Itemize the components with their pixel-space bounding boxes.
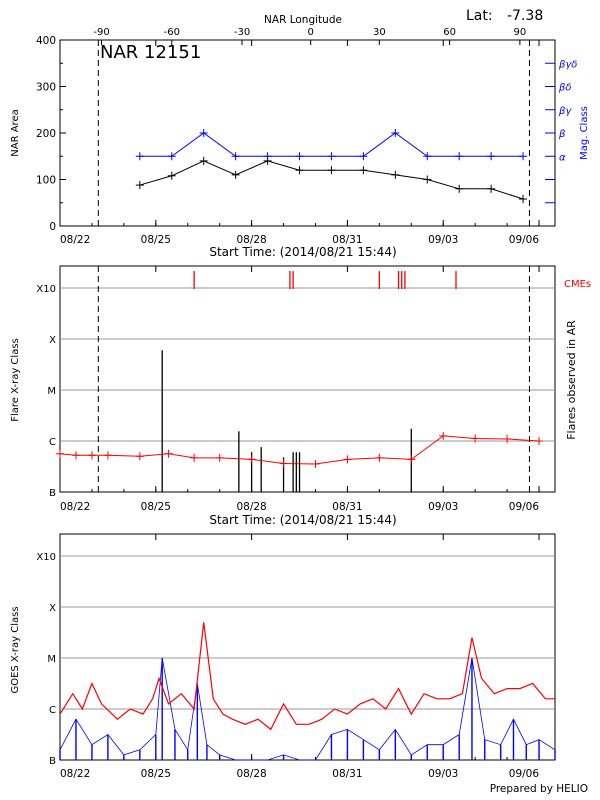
mag-tick-label: β (558, 129, 566, 140)
y-tick-label: X (49, 603, 56, 614)
x-tick-label: 09/06 (509, 768, 540, 780)
top-tick-label: -90 (93, 27, 109, 38)
panel-1-title: NAR 12151 (100, 42, 201, 63)
footer-credit: Prepared by HELIO (490, 783, 588, 795)
x-tick-label: 08/25 (141, 501, 171, 513)
y-tick-label: 300 (36, 82, 56, 94)
panel-1-marks (97, 40, 530, 226)
top-tick-label: 90 (514, 27, 527, 38)
x-tick-label: 08/22 (60, 501, 90, 513)
lat-value: -7.38 (507, 8, 543, 24)
x-tick-label: 08/28 (236, 234, 266, 246)
goes-short-line (59, 657, 556, 761)
panel-2-marks (56, 266, 544, 492)
mag-tick-label: α (559, 152, 566, 163)
panel-2-frame (59, 265, 556, 493)
x-tick-label: 08/22 (60, 234, 90, 246)
cmes-label: CMEs (564, 279, 591, 290)
y-tick-label: M (47, 654, 56, 665)
goes-long-line (59, 622, 555, 731)
x-tick-label: 08/28 (236, 501, 266, 513)
y-tick-label: 0 (49, 221, 56, 233)
top-tick-label: 60 (443, 27, 456, 38)
panel-1-right-ylabel: Mag. Class (579, 106, 590, 160)
y-tick-label: X10 (36, 552, 56, 563)
y-tick-label: 200 (36, 128, 56, 140)
panel-flares: Flare X-ray Class Flares observed in AR … (10, 265, 591, 513)
panel-3-frame (59, 533, 556, 761)
mag-tick-label: βδ (558, 83, 572, 94)
panel-3-axes: B C M X X10 08/22 08/25 08/28 08/31 09/03 09/06 (36, 534, 555, 780)
top-tick-label: 0 (308, 27, 314, 38)
y-tick-label: M (47, 386, 56, 397)
x-tick-label: 08/31 (332, 768, 362, 780)
x-tick-label: 09/03 (428, 501, 458, 513)
panel-1-frame (59, 39, 556, 227)
panel-2-axes: B C M X X10 08/22 08/25 08/28 08/31 09/03 09/06 (36, 266, 555, 513)
y-tick-label: B (49, 488, 56, 499)
x-tick-label: 09/03 (428, 768, 458, 780)
top-axis-title: NAR Longitude (264, 14, 342, 26)
mag-tick-label: βγ (558, 106, 572, 117)
panel-3-marks (59, 622, 556, 761)
x-tick-label: 08/28 (236, 768, 266, 780)
panel-1-ylabel: NAR Area (10, 109, 21, 156)
start-time-1: Start Time: (2014/08/21 15:44) (209, 245, 396, 259)
x-tick-label: 08/25 (141, 768, 171, 780)
panel-nar-area: NAR 12151 NAR Area Mag. Class 0100200300… (10, 27, 590, 246)
y-tick-label: 100 (36, 175, 56, 187)
top-tick-label: -60 (164, 27, 180, 38)
panel-2-ylabel: Flare X-ray Class (10, 338, 21, 422)
y-tick-label: 400 (36, 35, 56, 47)
x-tick-label: 08/31 (332, 501, 362, 513)
start-time-2: Start Time: (2014/08/21 15:44) (209, 513, 396, 527)
panel-goes: GOES X-ray Class B C M X X10 08/22 08/25 08/28 0… (10, 533, 556, 780)
y-tick-label: C (49, 705, 56, 716)
panel-2-right-ylabel: Flares observed in AR (565, 320, 578, 440)
mag-tick-label: βγδ (558, 59, 577, 70)
y-tick-label: B (49, 756, 56, 767)
y-tick-label: X10 (36, 284, 56, 295)
x-tick-label: 08/25 (141, 234, 171, 246)
lat-label: Lat: (466, 8, 493, 24)
y-tick-label: X (49, 335, 56, 346)
top-tick-label: 30 (373, 27, 386, 38)
x-tick-label: 09/06 (509, 234, 540, 246)
top-tick-label: -30 (234, 27, 250, 38)
y-tick-label: C (49, 437, 56, 448)
x-tick-label: 08/31 (332, 234, 362, 246)
x-tick-label: 09/06 (509, 501, 540, 513)
x-tick-label: 09/03 (428, 234, 458, 246)
x-tick-label: 08/22 (60, 768, 90, 780)
panel-3-ylabel: GOES X-ray Class (10, 606, 21, 693)
